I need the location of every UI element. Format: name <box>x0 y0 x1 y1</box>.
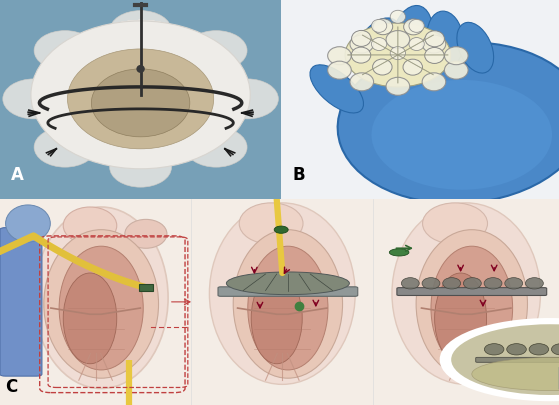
Ellipse shape <box>403 60 423 76</box>
Ellipse shape <box>110 12 172 51</box>
Ellipse shape <box>373 60 392 76</box>
Circle shape <box>449 323 559 397</box>
Bar <box>139 284 153 292</box>
Ellipse shape <box>136 66 145 74</box>
Ellipse shape <box>390 11 405 24</box>
Ellipse shape <box>310 66 363 114</box>
Ellipse shape <box>251 273 302 364</box>
Ellipse shape <box>484 278 502 289</box>
Ellipse shape <box>34 32 96 71</box>
Ellipse shape <box>444 62 468 80</box>
Ellipse shape <box>372 81 552 190</box>
Ellipse shape <box>525 278 543 289</box>
Ellipse shape <box>350 36 373 54</box>
Ellipse shape <box>422 36 446 54</box>
Ellipse shape <box>392 6 432 66</box>
Ellipse shape <box>507 344 527 355</box>
Ellipse shape <box>185 32 247 71</box>
Ellipse shape <box>351 48 371 64</box>
Ellipse shape <box>338 43 559 204</box>
Ellipse shape <box>345 24 451 87</box>
Ellipse shape <box>425 48 444 64</box>
Ellipse shape <box>216 80 278 119</box>
Ellipse shape <box>185 128 247 168</box>
FancyBboxPatch shape <box>476 358 559 362</box>
Ellipse shape <box>31 22 250 169</box>
Ellipse shape <box>44 230 159 378</box>
Ellipse shape <box>210 203 355 384</box>
Ellipse shape <box>125 220 167 249</box>
Ellipse shape <box>401 278 419 289</box>
Ellipse shape <box>404 20 423 36</box>
Ellipse shape <box>431 247 513 370</box>
Circle shape <box>441 320 559 400</box>
Bar <box>0 0 281 199</box>
Ellipse shape <box>328 48 351 66</box>
Ellipse shape <box>239 203 303 245</box>
Ellipse shape <box>63 273 117 364</box>
Ellipse shape <box>328 62 351 80</box>
Ellipse shape <box>355 19 400 72</box>
FancyBboxPatch shape <box>218 287 358 296</box>
Ellipse shape <box>484 344 504 355</box>
Ellipse shape <box>416 230 528 378</box>
Ellipse shape <box>63 207 117 245</box>
Ellipse shape <box>373 20 393 36</box>
Ellipse shape <box>427 12 463 68</box>
Ellipse shape <box>392 203 541 384</box>
Ellipse shape <box>551 344 559 355</box>
Ellipse shape <box>274 226 288 234</box>
Ellipse shape <box>233 230 343 378</box>
Ellipse shape <box>422 74 446 92</box>
Ellipse shape <box>34 128 96 168</box>
Ellipse shape <box>423 203 487 245</box>
Ellipse shape <box>248 247 328 370</box>
Ellipse shape <box>409 20 424 33</box>
Ellipse shape <box>444 48 468 66</box>
FancyBboxPatch shape <box>0 228 42 376</box>
FancyBboxPatch shape <box>397 288 547 296</box>
Ellipse shape <box>6 205 50 243</box>
Ellipse shape <box>435 273 486 364</box>
Ellipse shape <box>457 23 494 74</box>
Ellipse shape <box>463 278 481 289</box>
Ellipse shape <box>409 38 424 51</box>
Ellipse shape <box>529 344 549 355</box>
Ellipse shape <box>350 74 373 92</box>
Ellipse shape <box>443 278 461 289</box>
Ellipse shape <box>505 278 523 289</box>
Ellipse shape <box>110 148 172 188</box>
Ellipse shape <box>3 80 65 119</box>
Text: A: A <box>11 165 24 183</box>
Ellipse shape <box>226 272 349 295</box>
Ellipse shape <box>68 50 214 149</box>
Text: B: B <box>292 165 305 183</box>
Text: C: C <box>6 377 18 395</box>
Ellipse shape <box>34 207 168 388</box>
Ellipse shape <box>59 247 143 370</box>
Ellipse shape <box>472 358 559 390</box>
Ellipse shape <box>372 38 387 51</box>
Ellipse shape <box>386 32 410 49</box>
Ellipse shape <box>390 47 405 60</box>
Ellipse shape <box>425 32 444 48</box>
Ellipse shape <box>352 31 371 47</box>
Ellipse shape <box>422 278 440 289</box>
Ellipse shape <box>372 20 387 33</box>
Ellipse shape <box>91 70 190 137</box>
Ellipse shape <box>389 249 409 256</box>
Ellipse shape <box>386 78 410 96</box>
